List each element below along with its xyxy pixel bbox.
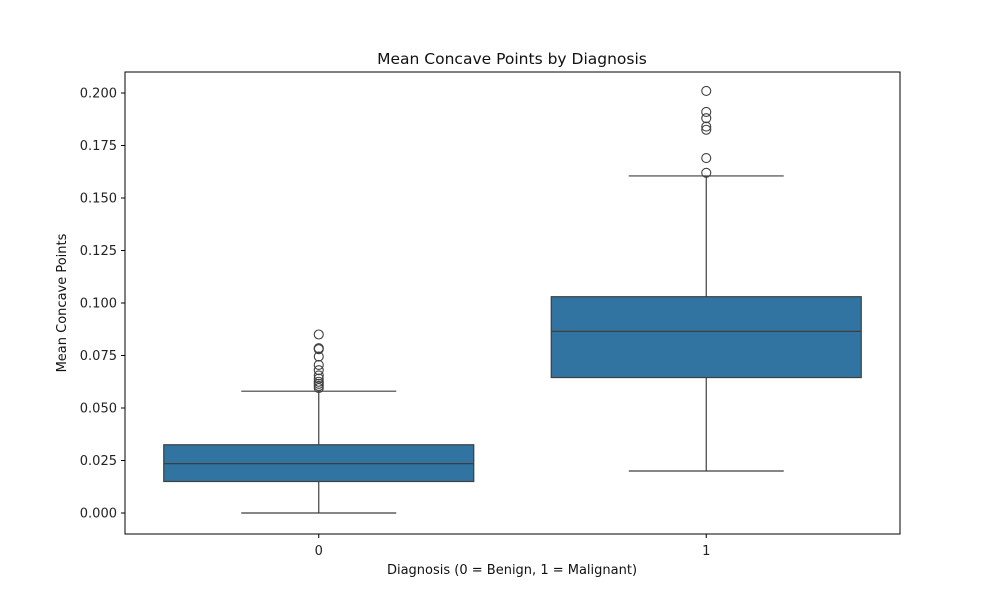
outlier-point <box>313 343 324 354</box>
outlier-point <box>313 373 324 384</box>
outlier-point <box>313 370 324 381</box>
x-axis-label: Diagnosis (0 = Benign, 1 = Malignant) <box>387 563 637 578</box>
outlier-point <box>701 153 712 164</box>
outlier-point <box>313 365 324 376</box>
y-tick-label: 0.000 <box>80 507 117 522</box>
outlier-point <box>701 167 712 178</box>
outlier-point <box>701 106 712 117</box>
y-tick-label: 0.100 <box>80 297 117 312</box>
y-tick-label: 0.200 <box>80 87 117 102</box>
outlier-point <box>701 121 712 132</box>
outlier-point <box>313 351 324 362</box>
outlier-point <box>701 113 712 124</box>
outlier-point <box>313 376 324 387</box>
plot-area <box>163 85 862 514</box>
outlier-point <box>701 124 712 135</box>
box-group-0 <box>163 329 475 514</box>
outlier-point <box>313 329 324 340</box>
y-axis: 0.000 0.025 0.050 0.075 0.100 0.125 0.150 0.175… <box>80 87 125 522</box>
y-tick-label: 0.025 <box>80 454 117 469</box>
chart-title: Mean Concave Points by Diagnosis <box>377 50 647 68</box>
outlier-point <box>313 359 324 371</box>
iqr-box <box>550 296 862 379</box>
box-group-1 <box>550 85 862 472</box>
y-tick-label: 0.150 <box>80 192 117 207</box>
x-tick-label: 0 <box>315 544 323 559</box>
outlier-point <box>701 85 712 96</box>
y-tick-label: 0.075 <box>80 349 117 364</box>
y-tick-label: 0.175 <box>80 139 117 154</box>
x-tick-label: 1 <box>702 544 710 559</box>
y-axis-label: Mean Concave Points <box>55 233 70 372</box>
y-tick-label: 0.050 <box>80 402 117 417</box>
y-tick-label: 0.125 <box>80 244 117 259</box>
